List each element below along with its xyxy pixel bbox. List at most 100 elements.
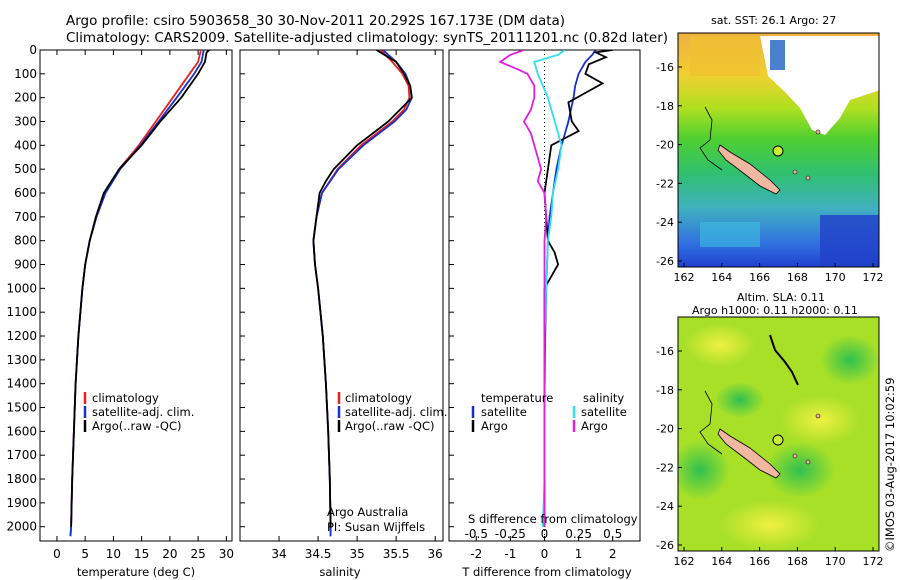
sla-low-1	[678, 440, 730, 500]
island-sla-2	[805, 459, 811, 465]
series-line-argo-raw-qc-	[70, 50, 210, 527]
temperature-axis-label: temperature (deg C)	[77, 565, 195, 579]
map-y-tick-label: -18	[656, 384, 674, 397]
map-x-tick-label: 170	[825, 271, 846, 284]
temperature-panel	[39, 49, 233, 542]
map-x-tick-label: 170	[825, 555, 846, 568]
sla-low-4	[715, 382, 765, 418]
y-tick-label: 300	[14, 115, 37, 129]
legend-label-satellite: satellite-adj. clim.	[92, 405, 194, 419]
island-sla-3	[815, 413, 821, 419]
x-tick-label: 5	[81, 547, 89, 561]
sst-cyan-patch	[700, 222, 760, 247]
temperature-plot: 0 5 10 15 20 25 300100200300400500600700800900…	[6, 43, 234, 561]
sst-warm-patch	[690, 36, 760, 76]
sst-map-title: sat. SST: 26.1 Argo: 27	[711, 14, 836, 27]
figure-title-line2: Climatology: CARS2009. Satellite-adjuste…	[66, 30, 668, 46]
map-y-tick-label: -24	[656, 500, 674, 513]
legend-label-s-satellite: satellite	[581, 405, 627, 419]
sla-low-2	[765, 442, 835, 498]
map-x-tick-label: 172	[863, 271, 884, 284]
annotation-argo-australia: Argo Australia	[327, 505, 408, 519]
x-tick-label-t: -1	[504, 547, 516, 561]
x-tick-label-t: -2	[470, 547, 482, 561]
sla-map-title-line1: Altim. SLA: 0.11	[737, 291, 825, 304]
map-x-tick-label: 172	[863, 555, 884, 568]
sst-warm-coast	[770, 40, 785, 70]
legend-label-climatology: climatology	[92, 391, 159, 405]
figure-title-line1: Argo profile: csiro 5903658_30 30-Nov-20…	[66, 13, 565, 29]
map-x-tick-label: 168	[787, 555, 808, 568]
island-1	[792, 169, 798, 175]
map-x-tick-label: 162	[674, 555, 695, 568]
new-caledonia-island	[717, 144, 781, 195]
y-tick-label: 1700	[6, 448, 37, 462]
temperature-legend: climatology satellite-adj. clim. Argo(..…	[83, 391, 194, 433]
series-line-satellite-adj-clim-	[312, 50, 413, 537]
map-y-tick-label: -26	[656, 539, 674, 552]
series-line-climatology	[69, 50, 202, 537]
float-marker-sla	[772, 434, 784, 446]
x-tick-label-t: 1	[575, 547, 583, 561]
legend-label-s-argo: Argo	[581, 419, 608, 433]
x-tick-label: 30	[219, 547, 234, 561]
map-y-tick-label: -20	[656, 139, 674, 152]
y-tick-label: 1900	[6, 496, 37, 510]
difference-legend: temperature salinity satellite Argo sate…	[471, 391, 627, 433]
sla-high-3	[720, 500, 820, 550]
sla-map-title-line2: Argo h1000: 0.11 h2000: 0.11	[692, 304, 858, 317]
map-y-tick-label: -26	[656, 255, 674, 268]
x-tick-label: 34	[271, 547, 286, 561]
x-tick-label-s: 0.5	[603, 527, 622, 541]
series-group	[498, 50, 613, 527]
map-y-tick-label: -22	[656, 461, 674, 474]
map-x-tick-label: 166	[749, 271, 770, 284]
sst-map: sat. SST: 26.1 Argo: 27 162 164 166 168 170 1…	[656, 14, 883, 284]
legend-label-satellite: satellite-adj. clim.	[345, 405, 447, 419]
y-tick-label: 400	[14, 138, 37, 152]
y-tick-label: 800	[14, 234, 37, 248]
y-tick-label: 200	[14, 91, 37, 105]
coast-contour	[699, 106, 723, 171]
map-x-tick-label: 162	[674, 271, 695, 284]
map-x-tick-label: 164	[711, 555, 732, 568]
s-difference-label: S difference from climatology	[468, 512, 638, 526]
x-tick-label-s: 0.25	[565, 527, 592, 541]
y-tick-label: 600	[14, 186, 37, 200]
x-tick-label-t: 2	[609, 547, 617, 561]
legend-label-t-satellite: satellite	[481, 405, 527, 419]
series-line-salinity-argo	[498, 50, 548, 527]
new-caledonia-island-sla	[717, 428, 781, 479]
series-line-climatology	[312, 50, 411, 537]
y-tick-label: 500	[14, 162, 37, 176]
island-sla-1	[792, 453, 798, 459]
legend-label-argo: Argo(..raw -QC)	[345, 419, 435, 433]
salinity-plot: 34 34.5 35 35.5 36	[240, 49, 443, 561]
legend-title-temperature: temperature	[481, 391, 553, 405]
x-tick-label-t: 0	[541, 547, 549, 561]
series-line-temperature-satellite	[543, 50, 597, 527]
map-x-tick-label: 166	[749, 555, 770, 568]
salinity-axis-label: salinity	[319, 565, 360, 579]
map-y-tick-label: -18	[656, 100, 674, 113]
map-y-tick-label: -22	[656, 177, 674, 190]
coast-contour-sla	[699, 390, 723, 455]
sla-high-2	[780, 395, 860, 445]
x-tick-label: 10	[106, 547, 121, 561]
map-y-tick-label: -20	[656, 423, 674, 436]
sla-low-3	[820, 335, 879, 385]
y-tick-label: 1500	[6, 401, 37, 415]
x-tick-label: 35.5	[383, 547, 410, 561]
x-tick-label-s: -0.25	[495, 527, 526, 541]
y-tick-label: 1400	[6, 377, 37, 391]
sst-cold-patch	[820, 215, 879, 267]
map-y-tick-label: -16	[656, 345, 674, 358]
y-tick-label: 1300	[6, 353, 37, 367]
sla-map-frame	[677, 316, 880, 552]
x-tick-label: 36	[428, 547, 443, 561]
y-tick-label: 1600	[6, 424, 37, 438]
map-y-tick-label: -16	[656, 61, 674, 74]
map-y-tick-label: -24	[656, 216, 674, 229]
map-x-tick-label: 168	[787, 271, 808, 284]
